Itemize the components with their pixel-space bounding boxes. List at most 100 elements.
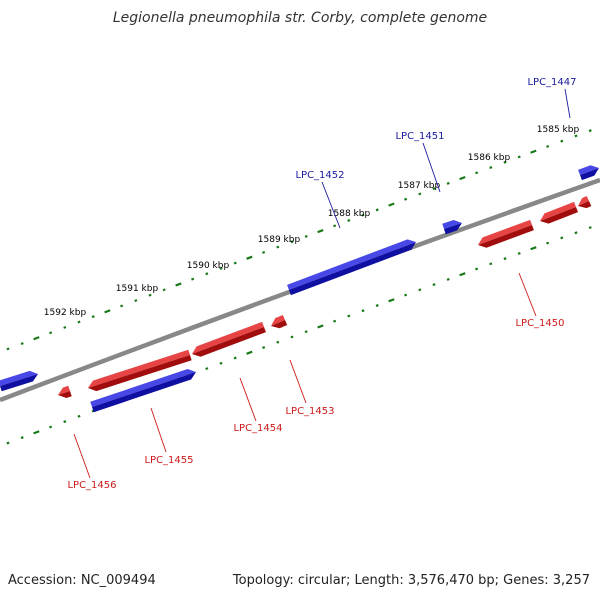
gene-label: LPC_1452 (295, 170, 344, 181)
lower-major-tick (530, 246, 537, 251)
accession-label: Accession: NC_009494 (8, 573, 156, 588)
lower-minor-tick (517, 251, 521, 255)
gene-label: LPC_1447 (527, 77, 576, 88)
upper-minor-tick (560, 139, 564, 143)
genome-summary: Topology: circular; Length: 3,576,470 bp… (232, 573, 590, 588)
upper-minor-tick (219, 266, 223, 270)
lower-minor-tick (63, 420, 67, 424)
tick-label: 1586 kbp (468, 153, 511, 163)
gene-arrow-lpc-1455 (88, 349, 192, 392)
lower-minor-tick (49, 425, 53, 429)
label-leader-line (289, 359, 307, 404)
gene-arrow-lpc-1447 (578, 165, 600, 181)
upper-minor-tick (446, 181, 450, 185)
upper-minor-tick (517, 155, 521, 159)
upper-minor-tick (347, 219, 351, 222)
gene-label: LPC_1450 (515, 318, 564, 329)
lower-major-tick (459, 272, 466, 277)
upper-minor-tick (574, 134, 578, 138)
gene-label: LPC_1451 (395, 131, 444, 142)
upper-tick-track (6, 129, 592, 351)
upper-major-tick (388, 202, 395, 207)
upper-minor-tick (6, 347, 10, 351)
lower-minor-tick (375, 304, 379, 307)
upper-minor-tick (475, 171, 479, 175)
upper-minor-tick (304, 234, 308, 238)
upper-minor-tick (404, 197, 408, 201)
upper-minor-tick (588, 129, 592, 133)
upper-minor-tick (91, 315, 95, 319)
lower-minor-tick (560, 236, 564, 240)
gene-arrow-lpc-1452 (287, 239, 417, 296)
upper-minor-tick (418, 192, 422, 196)
upper-minor-tick (20, 342, 24, 346)
tick-label: 1591 kbp (116, 284, 159, 294)
lower-minor-tick (276, 340, 280, 344)
upper-major-tick (530, 149, 537, 154)
gene-label: LPC_1456 (67, 480, 116, 491)
upper-minor-tick (262, 250, 266, 254)
gene-label: LPC_1454 (233, 423, 282, 434)
map-title: Legionella pneumophila str. Corby, compl… (112, 10, 488, 26)
lower-minor-tick (20, 436, 24, 440)
tick-label: 1589 kbp (258, 235, 301, 245)
lower-minor-tick (546, 241, 550, 245)
tick-label: 1585 kbp (537, 125, 580, 135)
upper-minor-tick (333, 224, 337, 228)
upper-major-tick (175, 282, 182, 287)
lower-minor-tick (6, 441, 10, 445)
lower-major-tick (388, 298, 395, 303)
gene-arrow-lpc-1451 (442, 219, 463, 235)
tick-label: 1592 kbp (44, 308, 87, 318)
gene-arrow-forward-edge (0, 370, 38, 392)
label-leader-line (422, 142, 441, 193)
gene-arrow-lpc-1454 (192, 321, 266, 357)
upper-major-tick (246, 255, 253, 260)
gene-arrow-lpc-1456 (57, 385, 72, 399)
gene-label: LPC_1453 (285, 406, 334, 417)
lower-minor-tick (233, 356, 237, 360)
lower-major-tick (317, 324, 324, 329)
upper-minor-tick (134, 299, 138, 303)
tick-label: 1587 kbp (398, 181, 441, 191)
label-leader-line (564, 88, 571, 119)
upper-minor-tick (63, 325, 67, 329)
lower-minor-tick (489, 262, 493, 266)
label-leaders (73, 88, 571, 479)
gene-labels: LPC_1447 LPC_1451 LPC_1452 LPC_1450 LPC_1453… (67, 77, 576, 491)
upper-minor-tick (120, 304, 124, 308)
lower-minor-tick (418, 288, 422, 292)
upper-minor-tick (276, 245, 280, 249)
lower-minor-tick (432, 283, 436, 287)
gene-arrow-reverse-small (577, 195, 592, 209)
lower-major-tick (246, 350, 253, 355)
tick-labels: 1585 kbp 1586 kbp 1587 kbp 1588 kbp 1589 kbp… (44, 125, 580, 318)
lower-major-tick (33, 430, 40, 435)
lower-minor-tick (446, 277, 450, 281)
lower-minor-tick (262, 346, 266, 349)
tick-label: 1588 kbp (328, 209, 371, 219)
label-leader-line (150, 407, 167, 453)
upper-minor-tick (191, 277, 195, 281)
upper-minor-tick (77, 320, 81, 324)
gene-label: LPC_1455 (144, 455, 193, 466)
lower-minor-tick (574, 231, 578, 235)
upper-minor-tick (489, 166, 493, 169)
upper-minor-tick (503, 160, 507, 164)
lower-minor-tick (304, 330, 308, 334)
lower-minor-tick (333, 319, 337, 323)
lower-minor-tick (475, 267, 479, 271)
upper-minor-tick (49, 331, 53, 335)
tick-label: 1590 kbp (187, 261, 230, 271)
upper-minor-tick (375, 208, 379, 212)
upper-minor-tick (205, 272, 209, 276)
upper-major-tick (317, 229, 324, 234)
upper-major-tick (459, 175, 466, 181)
upper-minor-tick (290, 240, 294, 244)
upper-minor-tick (162, 288, 166, 292)
gene-arrow-lower-blue (90, 369, 196, 413)
lower-minor-tick (503, 257, 507, 261)
label-leader-line (239, 377, 257, 422)
lower-minor-tick (404, 293, 408, 297)
